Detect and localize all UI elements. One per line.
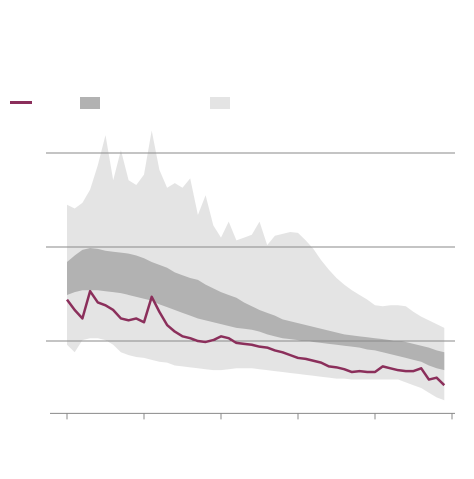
legend-swatch xyxy=(210,97,230,109)
legend-line xyxy=(10,101,32,104)
range-band xyxy=(67,130,445,401)
range-band xyxy=(67,247,445,371)
line xyxy=(65,289,446,387)
legend-swatch xyxy=(80,97,100,109)
